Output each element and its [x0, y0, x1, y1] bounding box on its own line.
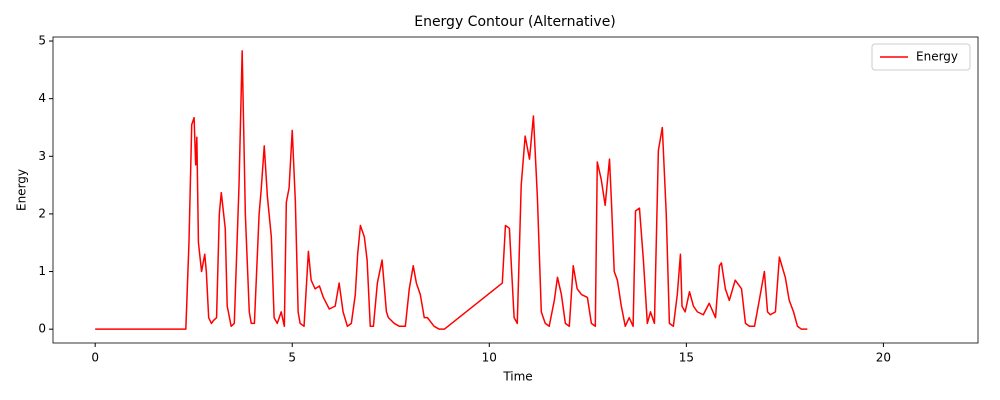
- energy-line: [95, 50, 808, 330]
- x-tick-label: 0: [91, 351, 99, 365]
- chart-title: Energy Contour (Alternative): [414, 14, 616, 30]
- y-tick-label: 3: [38, 149, 46, 163]
- plot-frame: [52, 36, 979, 344]
- x-tick-label: 10: [482, 351, 497, 365]
- y-axis-label: Energy: [15, 169, 29, 211]
- y-tick-label: 2: [38, 206, 46, 220]
- legend: Energy: [871, 43, 971, 71]
- x-tick-label: 5: [288, 351, 296, 365]
- legend-box: [871, 43, 971, 71]
- y-tick-label: 1: [38, 264, 46, 278]
- y-tick-label: 4: [38, 91, 46, 105]
- y-tick-label: 5: [38, 34, 46, 48]
- x-tick-label: 20: [876, 351, 891, 365]
- x-axis-label: Time: [502, 370, 532, 384]
- x-tick-label: 15: [679, 351, 694, 365]
- legend-label: Energy: [916, 50, 958, 64]
- y-tick-label: 0: [38, 322, 46, 336]
